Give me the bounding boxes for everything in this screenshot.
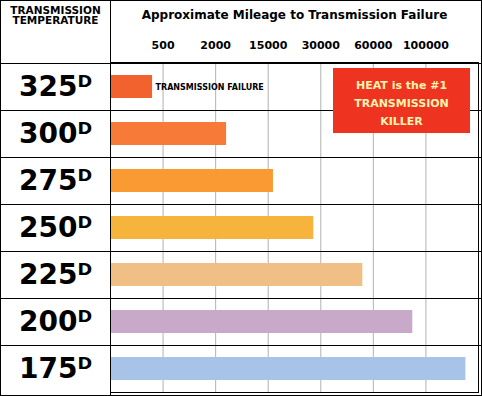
svg-text:250ᴰ: 250ᴰ	[19, 211, 92, 244]
svg-text:500: 500	[152, 39, 175, 52]
svg-text:100000: 100000	[403, 39, 449, 52]
svg-text:175ᴰ: 175ᴰ	[19, 352, 92, 385]
svg-text:300ᴰ: 300ᴰ	[19, 117, 92, 150]
svg-text:60000: 60000	[354, 39, 393, 52]
svg-text:2000: 2000	[200, 39, 231, 52]
svg-text:15000: 15000	[249, 39, 288, 52]
svg-text:TRANSMISSION: TRANSMISSION	[354, 97, 449, 110]
svg-text:Approximate Mileage to Transmi: Approximate Mileage to Transmission Fail…	[142, 8, 448, 22]
svg-text:275ᴰ: 275ᴰ	[19, 164, 92, 197]
svg-text:TRANSMISSIONTEMPERATURE: TRANSMISSIONTEMPERATURE	[10, 4, 100, 27]
svg-text:200ᴰ: 200ᴰ	[19, 305, 92, 338]
svg-text:TRANSMISSION FAILURE: TRANSMISSION FAILURE	[156, 83, 264, 92]
svg-text:30000: 30000	[302, 39, 341, 52]
svg-text:KILLER: KILLER	[380, 115, 423, 128]
svg-text:HEAT is the #1: HEAT is the #1	[356, 79, 447, 92]
svg-text:325ᴰ: 325ᴰ	[19, 70, 92, 103]
svg-text:225ᴰ: 225ᴰ	[19, 258, 92, 291]
